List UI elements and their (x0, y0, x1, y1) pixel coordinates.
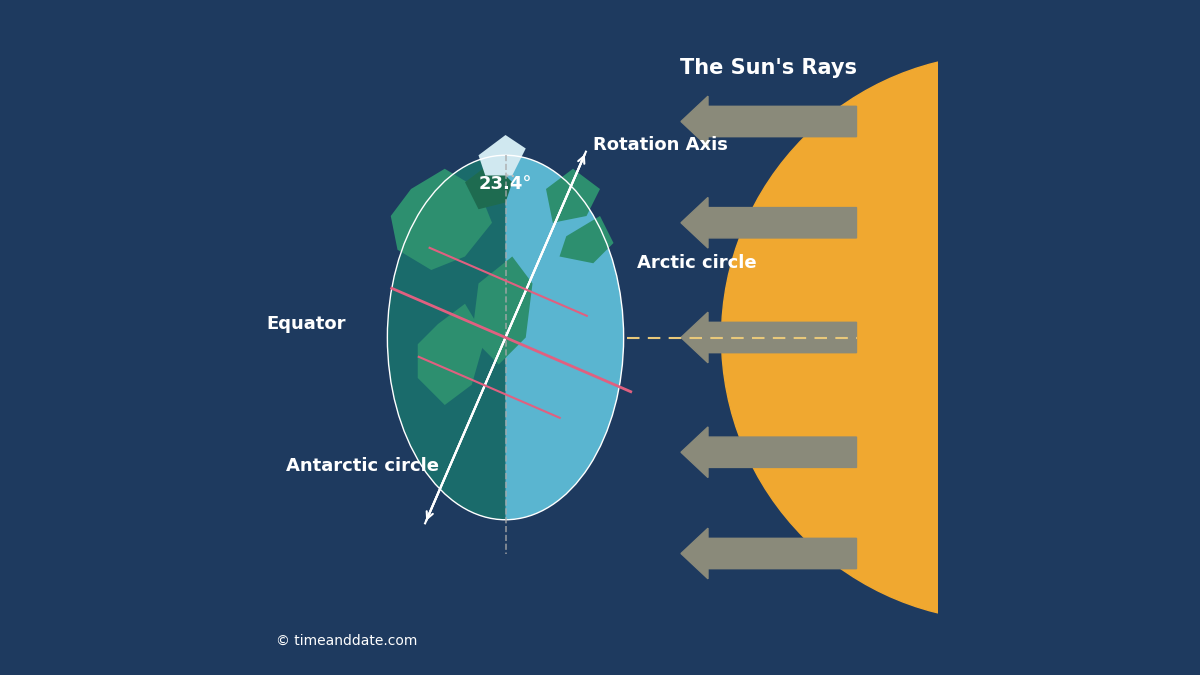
FancyArrow shape (682, 427, 857, 478)
FancyArrow shape (682, 97, 857, 147)
Polygon shape (472, 256, 533, 364)
Text: Antarctic circle: Antarctic circle (286, 457, 439, 475)
Polygon shape (391, 169, 492, 270)
Text: Arctic circle: Arctic circle (637, 254, 757, 272)
FancyArrow shape (682, 528, 857, 579)
Ellipse shape (388, 155, 624, 520)
Text: The Sun's Rays: The Sun's Rays (680, 57, 857, 78)
FancyArrow shape (682, 197, 857, 248)
Text: Equator: Equator (266, 315, 346, 333)
Polygon shape (559, 216, 613, 263)
Circle shape (721, 54, 1200, 621)
Polygon shape (466, 162, 512, 209)
Text: Rotation Axis: Rotation Axis (593, 136, 727, 154)
Text: 23.4°: 23.4° (479, 175, 532, 193)
Ellipse shape (388, 155, 624, 520)
Ellipse shape (388, 155, 624, 520)
Polygon shape (546, 169, 600, 223)
Polygon shape (388, 155, 505, 520)
Polygon shape (479, 135, 526, 176)
Text: © timeanddate.com: © timeanddate.com (276, 634, 418, 648)
FancyArrow shape (682, 312, 857, 363)
Polygon shape (418, 304, 485, 405)
